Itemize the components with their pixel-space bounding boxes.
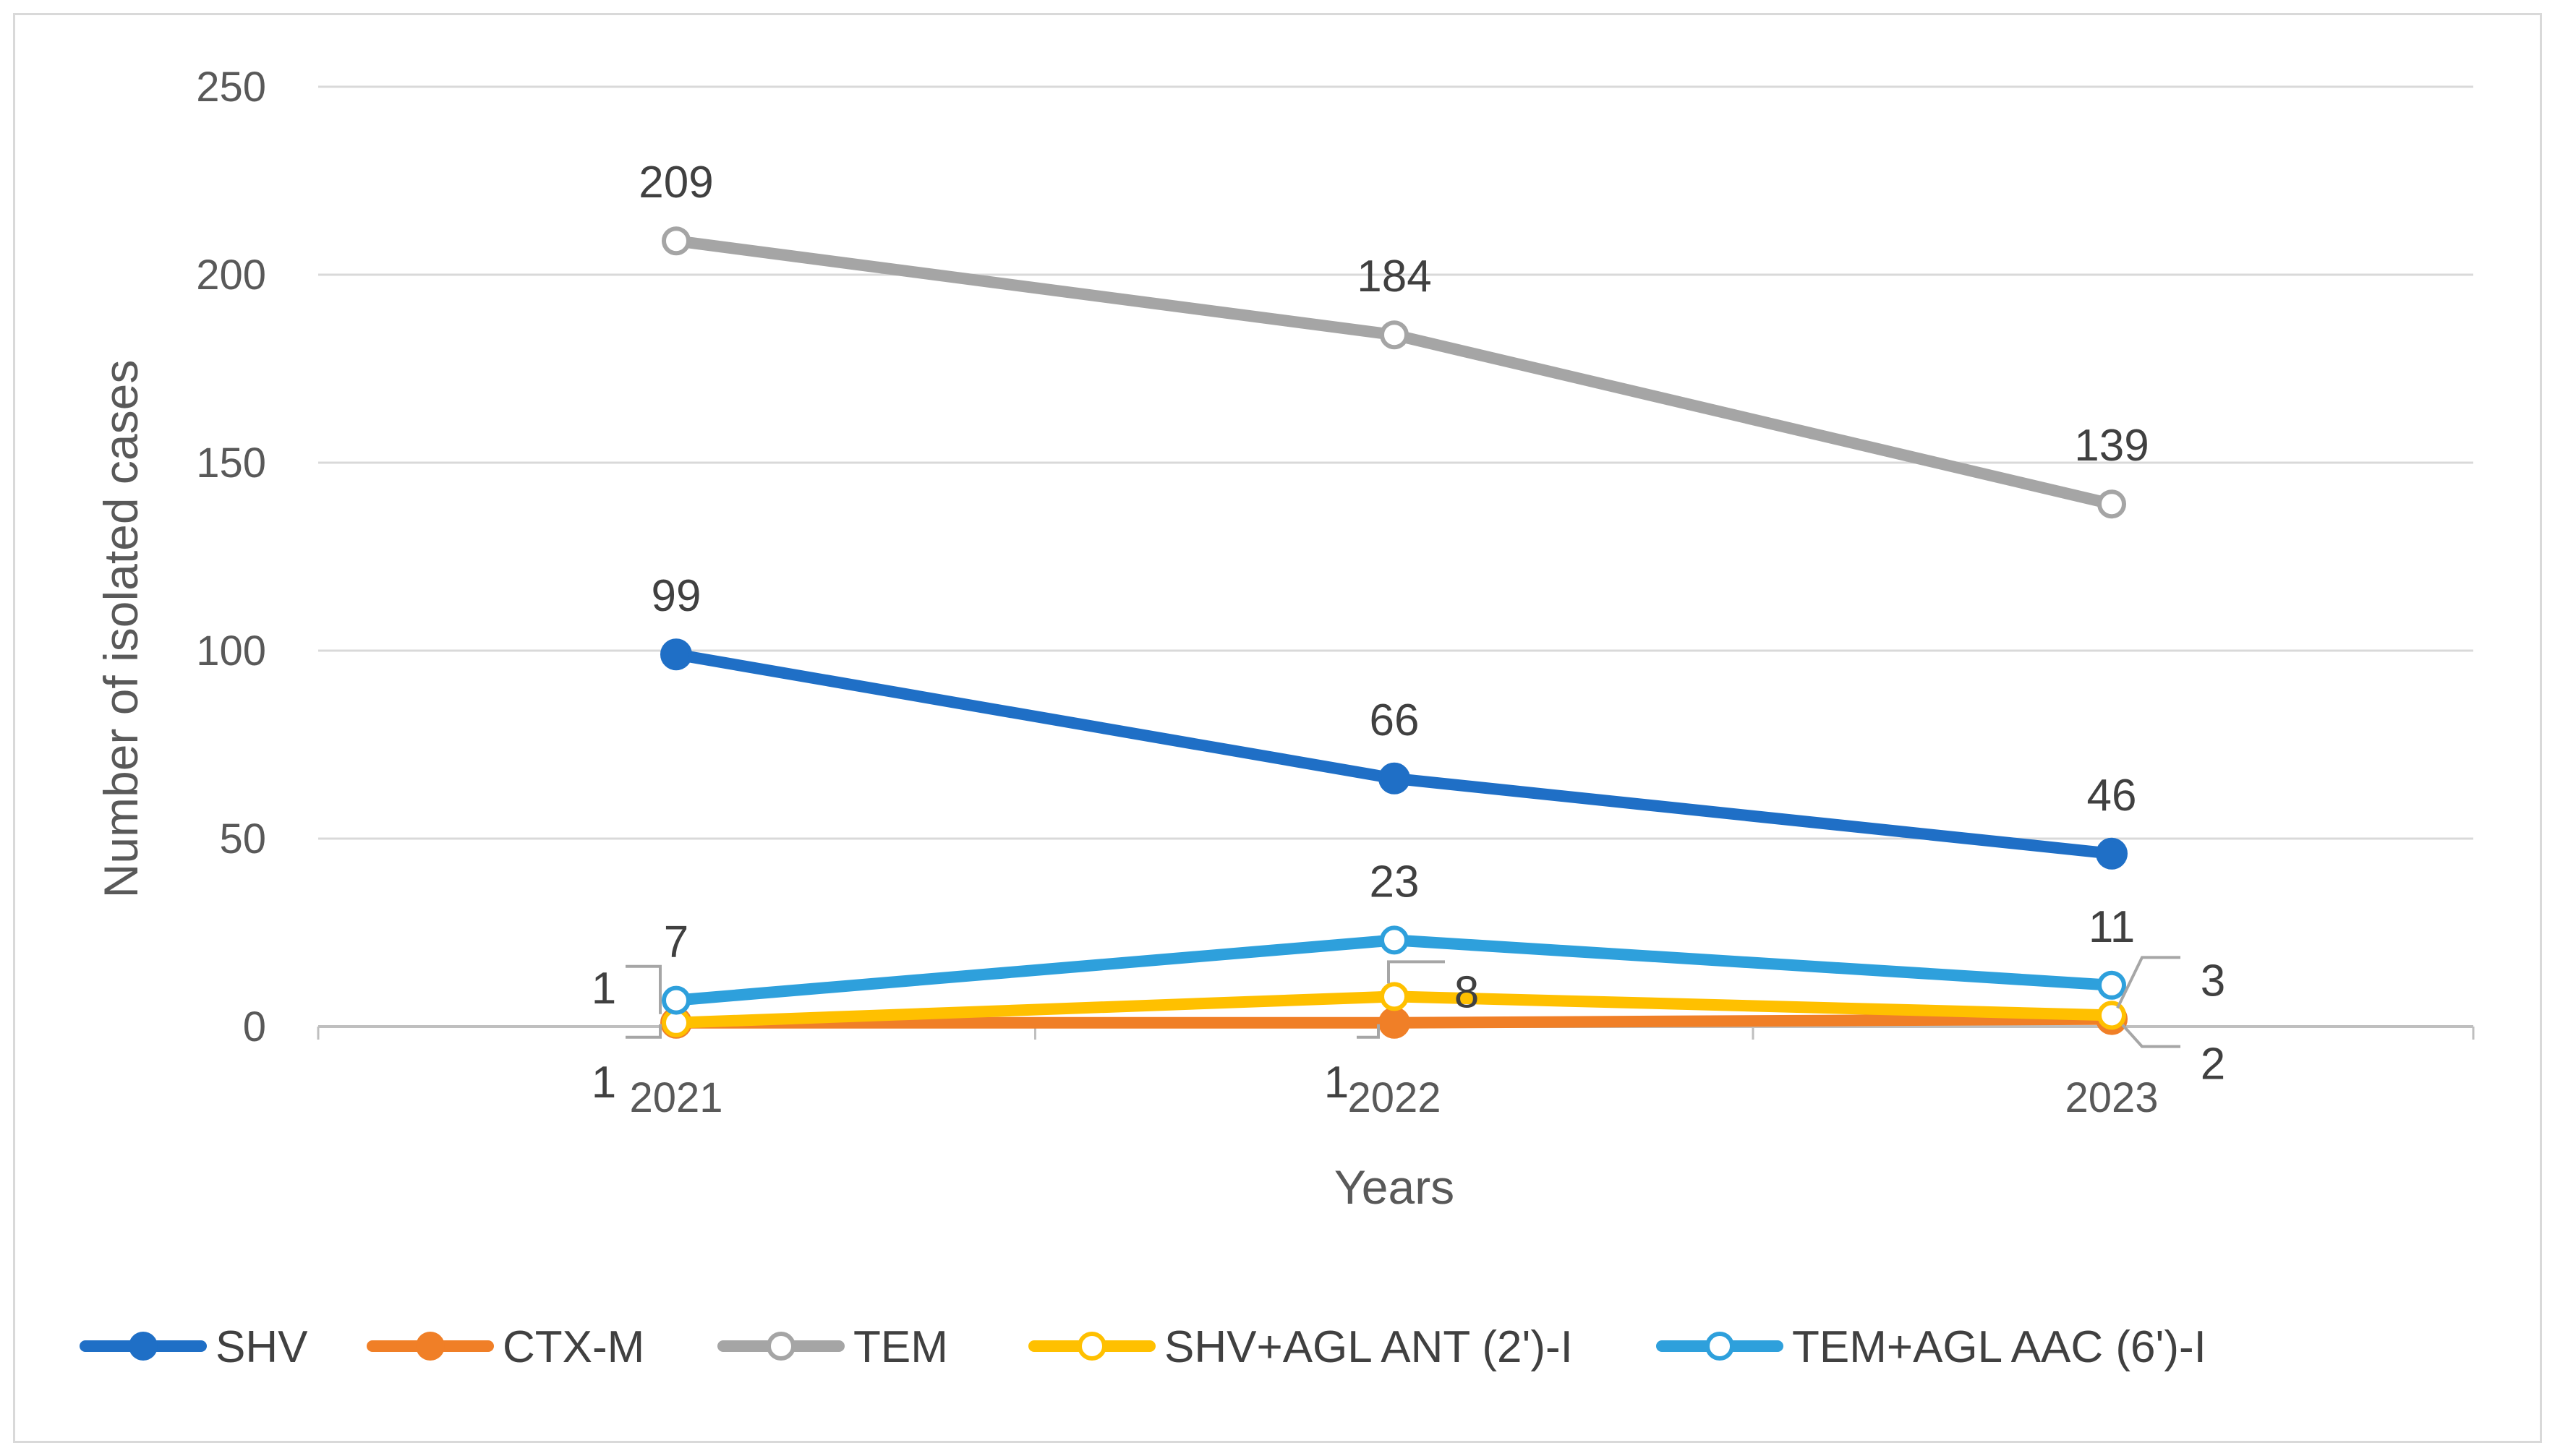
legend-label: SHV <box>216 1322 308 1372</box>
y-tick-label: 150 <box>196 440 266 487</box>
legend-label: TEM+AGL AAC (6')-I <box>1792 1322 2206 1372</box>
data-point-tem <box>662 226 691 256</box>
data-point-ctx-m <box>1378 1006 1410 1039</box>
data-label-tem-agl-aac-6-i: 11 <box>2089 902 2135 952</box>
legend-marker <box>767 1332 795 1361</box>
leader-line <box>2116 956 2180 1009</box>
chart-frame <box>13 13 2542 1443</box>
legend-marker <box>129 1332 158 1361</box>
data-label-tem: 184 <box>1357 252 1431 301</box>
data-label-shv-agl-ant-2-i: 1 <box>592 964 616 1014</box>
x-tick-label: 2023 <box>2065 1074 2158 1121</box>
x-tick-label: 2022 <box>1347 1074 1441 1121</box>
data-point-shv <box>1378 762 1410 795</box>
data-point-tem-agl-aac-6-i <box>2097 970 2126 1000</box>
y-tick-labels: 0 50 100 150 200 250 <box>196 64 266 1050</box>
data-point-shv-agl-ant-2-i <box>2097 1001 2126 1030</box>
legend-marker <box>416 1332 445 1361</box>
legend-marker <box>1078 1332 1106 1361</box>
series-lines <box>660 226 2128 1039</box>
series-line-shv <box>670 648 2117 860</box>
legend: SHV CTX-M TEM SHV+AGL ANT (2')-I TEM+AGL AAC… <box>80 1322 2206 1372</box>
data-point-tem <box>1380 320 1409 350</box>
legend-label: SHV+AGL ANT (2')-I <box>1164 1322 1573 1372</box>
data-label-tem-agl-aac-6-i: 23 <box>1370 857 1420 907</box>
label-leader-lines <box>626 956 2180 1048</box>
legend-item-ctx-m: CTX-M <box>367 1322 644 1372</box>
leader-line <box>1357 1024 1380 1039</box>
data-label-shv-agl-ant-2-i: 3 <box>2201 956 2225 1006</box>
y-tick-label: 100 <box>196 628 266 675</box>
data-label-tem-agl-aac-6-i: 7 <box>664 917 688 967</box>
data-point-shv-agl-ant-2-i <box>1380 982 1409 1011</box>
y-tick-label: 0 <box>243 1003 266 1050</box>
data-point-shv <box>2096 837 2128 870</box>
leader-line <box>2121 1024 2180 1048</box>
data-label-shv: 99 <box>652 571 701 621</box>
data-point-tem <box>2097 489 2126 519</box>
y-tick-label: 250 <box>196 64 266 111</box>
data-label-ctx-m: 1 <box>1324 1058 1349 1108</box>
legend-label: CTX-M <box>503 1322 644 1372</box>
y-tick-label: 200 <box>196 252 266 299</box>
legend-item-tem: TEM <box>717 1322 948 1372</box>
leader-line <box>626 1024 662 1039</box>
x-axis-title: Years <box>1334 1160 1454 1214</box>
data-point-tem-agl-aac-6-i <box>1380 925 1409 955</box>
leader-line <box>1387 960 1445 984</box>
data-label-shv-agl-ant-2-i: 8 <box>1454 967 1479 1017</box>
data-point-shv <box>660 638 692 671</box>
legend-item-shv-agl-ant-2-i: SHV+AGL ANT (2')-I <box>1028 1322 1573 1372</box>
legend-label: TEM <box>853 1322 948 1372</box>
leader-line <box>626 964 662 1014</box>
data-label-shv: 66 <box>1370 695 1420 745</box>
data-label-ctx-m: 2 <box>2201 1040 2225 1089</box>
data-point-tem-agl-aac-6-i <box>662 985 691 1015</box>
data-label-tem: 139 <box>2074 421 2149 471</box>
x-tick-labels: 2021 2022 2023 <box>629 1074 2158 1121</box>
y-axis-title: Number of isolated cases <box>94 360 148 899</box>
data-label-ctx-m: 1 <box>592 1058 616 1108</box>
legend-marker <box>1705 1332 1734 1361</box>
y-tick-label: 50 <box>219 815 266 862</box>
x-tick-label: 2021 <box>629 1074 722 1121</box>
data-label-shv: 46 <box>2087 771 2137 821</box>
data-label-tem: 209 <box>639 158 713 207</box>
legend-item-tem-agl-aac-6-i: TEM+AGL AAC (6')-I <box>1656 1322 2206 1372</box>
legend-item-shv: SHV <box>80 1322 308 1372</box>
